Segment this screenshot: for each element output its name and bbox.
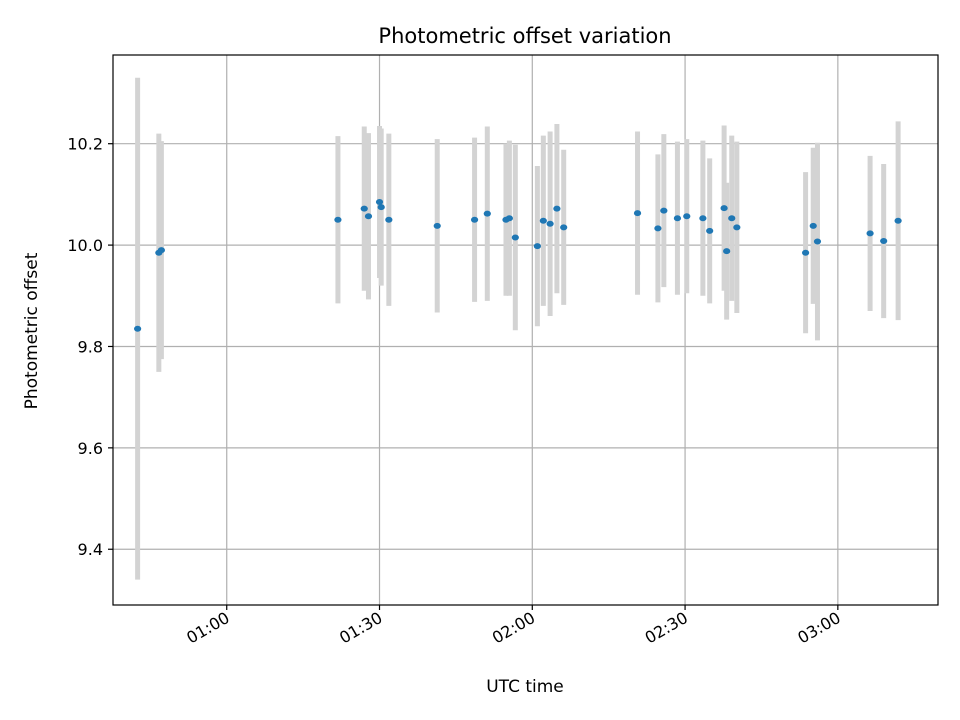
x-axis-title: UTC time — [486, 677, 564, 697]
data-point — [880, 238, 888, 245]
y-tick-label: 9.4 — [78, 540, 103, 559]
data-point — [866, 230, 874, 237]
data-point — [706, 227, 714, 234]
y-tick-label: 9.6 — [78, 439, 103, 458]
data-point — [894, 217, 902, 224]
y-tick-label: 9.8 — [78, 337, 103, 356]
data-point — [553, 205, 561, 212]
data-point — [505, 215, 513, 222]
data-point — [533, 243, 541, 250]
data-point — [539, 217, 547, 224]
y-axis-title: Photometric offset — [22, 252, 42, 409]
data-point — [660, 207, 668, 214]
data-point — [809, 222, 817, 229]
data-point — [511, 234, 519, 241]
data-point — [723, 248, 731, 255]
data-point — [360, 205, 368, 212]
data-point — [334, 216, 342, 223]
data-point — [134, 325, 142, 332]
data-point — [364, 213, 373, 220]
data-point — [633, 210, 642, 217]
data-point — [385, 216, 393, 223]
data-point — [433, 222, 441, 229]
data-point — [813, 238, 822, 245]
data-point — [483, 210, 491, 217]
data-point — [470, 216, 479, 223]
data-point — [699, 215, 707, 222]
data-point — [801, 249, 810, 256]
data-point — [733, 224, 741, 231]
data-point — [157, 247, 165, 254]
data-point — [683, 213, 691, 220]
y-tick-label: 10.0 — [67, 236, 103, 255]
data-point — [375, 199, 384, 206]
data-point — [560, 224, 568, 231]
data-points — [134, 199, 902, 332]
data-point — [546, 220, 554, 227]
chart-title: Photometric offset variation — [378, 24, 671, 48]
data-point — [377, 204, 385, 211]
data-point — [673, 215, 682, 222]
data-point — [720, 205, 728, 212]
data-point — [654, 225, 662, 232]
y-tick-label: 10.2 — [67, 135, 103, 154]
plot-frame — [112, 54, 939, 606]
data-point — [728, 215, 736, 222]
